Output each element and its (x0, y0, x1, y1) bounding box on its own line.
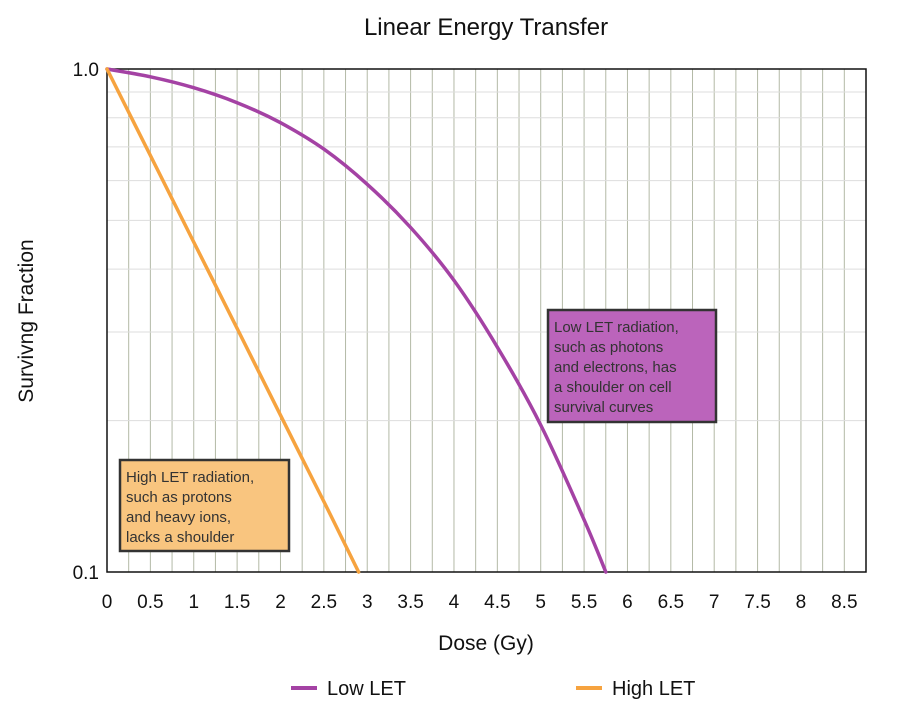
y-tick-label: 0.1 (73, 563, 99, 584)
tick-labels: 0 0.5 1 1.5 2 2.5 3 3.5 4 4.5 5 5.5 6 6.5 7 7.5 8 8.5 1.0 0… (73, 60, 858, 613)
x-tick-label: 7.5 (744, 592, 770, 613)
x-tick-label: 3 (362, 592, 373, 613)
annotation-text-line: such as protons (126, 489, 232, 506)
annotation-text-line: lacks a shoulder (126, 529, 234, 546)
x-tick-label: 2 (275, 592, 286, 613)
y-axis-label: Survivng Fraction (15, 239, 38, 402)
x-tick-label: 5 (535, 592, 546, 613)
annotation-box: Low LET radiation, such as photons and ele… (546, 308, 718, 424)
x-tick-label: 6 (622, 592, 633, 613)
x-tick-label: 8 (796, 592, 807, 613)
annotations: Low LET radiation, such as photons and ele… (118, 308, 718, 553)
legend-item: High LET (576, 678, 695, 700)
annotation-text-line: High LET radiation, (126, 469, 254, 486)
x-tick-label: 4 (449, 592, 460, 613)
x-tick-label: 1.5 (224, 592, 250, 613)
x-tick-label: 5.5 (571, 592, 597, 613)
series-lines (105, 67, 608, 574)
x-tick-label: 7 (709, 592, 720, 613)
chart-title: Linear Energy Transfer (364, 14, 608, 41)
annotation-background (118, 458, 291, 553)
annotation-box: High LET radiation, such as protons and he… (118, 458, 291, 553)
legend-label: Low LET (327, 678, 406, 700)
x-tick-label: 0.5 (137, 592, 163, 613)
y-tick-label: 1.0 (73, 60, 99, 81)
x-tick-label: 0 (102, 592, 113, 613)
x-tick-label: 1 (188, 592, 199, 613)
series-line-high-let (105, 67, 361, 574)
annotation-background (546, 308, 718, 424)
legend-label: High LET (612, 678, 695, 700)
x-tick-label: 4.5 (484, 592, 510, 613)
annotation-text-line: such as photons (554, 339, 663, 356)
plot-frame (106, 68, 867, 573)
legend: Low LET High LET (291, 678, 695, 700)
annotation-text-line: Low LET radiation, (554, 319, 679, 336)
annotation-text-line: and electrons, has (554, 359, 677, 376)
annotation-text-line: a shoulder on cell (554, 379, 672, 396)
x-tick-label: 3.5 (397, 592, 423, 613)
legend-item: Low LET (291, 678, 406, 700)
x-tick-label: 6.5 (658, 592, 684, 613)
series-line-low-let (105, 67, 608, 574)
annotation-text-line: and heavy ions, (126, 509, 231, 526)
x-axis-label: Dose (Gy) (438, 632, 534, 655)
x-tick-label: 2.5 (311, 592, 337, 613)
x-tick-label: 8.5 (831, 592, 857, 613)
annotation-text-line: survival curves (554, 399, 653, 416)
